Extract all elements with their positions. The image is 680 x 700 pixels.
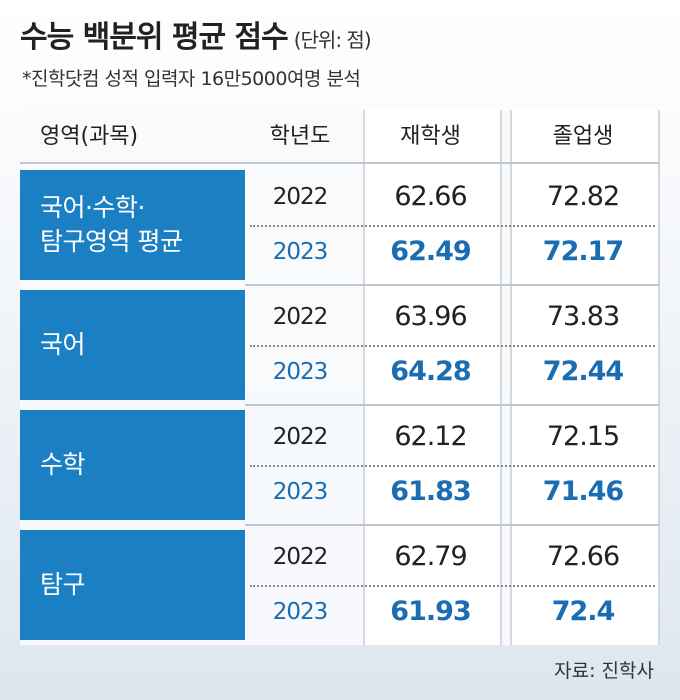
score-cell: 61.93 [390, 596, 471, 627]
score-cell: 73.83 [546, 301, 620, 332]
row-divider [250, 225, 655, 227]
header-rule [20, 162, 660, 164]
score-cell: 71.46 [542, 476, 624, 507]
row-divider [250, 585, 655, 587]
title: 수능 백분위 평균 점수 (단위: 점) [20, 12, 372, 56]
year-cell: 2022 [272, 424, 329, 450]
score-cell: 72.44 [542, 356, 624, 387]
score-cell: 72.17 [542, 236, 624, 267]
year-cell: 2023 [272, 599, 329, 625]
column-header: 학년도 [269, 124, 331, 149]
source: 자료: 진학사 [554, 660, 654, 682]
year-cell: 2022 [272, 544, 329, 570]
title-text: 수능 백분위 평균 점수 [20, 20, 289, 55]
year-cell: 2023 [272, 359, 329, 385]
score-cell: 72.15 [546, 421, 620, 452]
column-header: 재학생 [400, 124, 461, 149]
score-cell: 72.82 [546, 181, 620, 212]
group-label: 수학 [20, 410, 245, 520]
year-cell: 2022 [272, 304, 329, 330]
score-cell: 62.12 [394, 421, 467, 452]
group-label: 탐구 [20, 530, 245, 640]
group-label-line: 국어·수학· [40, 193, 145, 223]
score-cell: 72.66 [546, 541, 620, 572]
score-cell: 62.79 [394, 541, 467, 572]
group-divider [245, 404, 660, 406]
group-label-line: 탐구영역 평균 [40, 227, 183, 256]
score-cell: 61.83 [390, 476, 471, 507]
year-cell: 2023 [272, 239, 329, 265]
score-cell: 62.49 [390, 236, 471, 267]
year-cell: 2022 [272, 184, 329, 210]
group-divider [245, 524, 660, 526]
group-label: 국어·수학· 탐구영역 평균 [20, 170, 245, 280]
group-label: 국어 [20, 290, 245, 400]
column-bg [510, 110, 660, 645]
column-header: 졸업생 [552, 124, 614, 149]
score-cell: 72.4 [551, 596, 616, 627]
group-divider [245, 284, 660, 286]
score-cell: 64.28 [390, 356, 471, 387]
column-header: 영역(과목) [40, 124, 139, 149]
row-divider [250, 345, 655, 347]
score-cell: 62.66 [394, 181, 467, 212]
unit: (단위: 점) [293, 28, 372, 52]
row-divider [250, 465, 655, 467]
subtitle: *진학닷컴 성적 입력자 16만5000여명 분석 [22, 68, 361, 90]
group-label-line: 국어 [40, 330, 86, 360]
column-bg [363, 110, 502, 645]
group-label-line: 수학 [40, 450, 86, 480]
group-label-line: 탐구 [40, 570, 86, 600]
score-cell: 63.96 [394, 301, 467, 332]
year-cell: 2023 [272, 479, 329, 505]
